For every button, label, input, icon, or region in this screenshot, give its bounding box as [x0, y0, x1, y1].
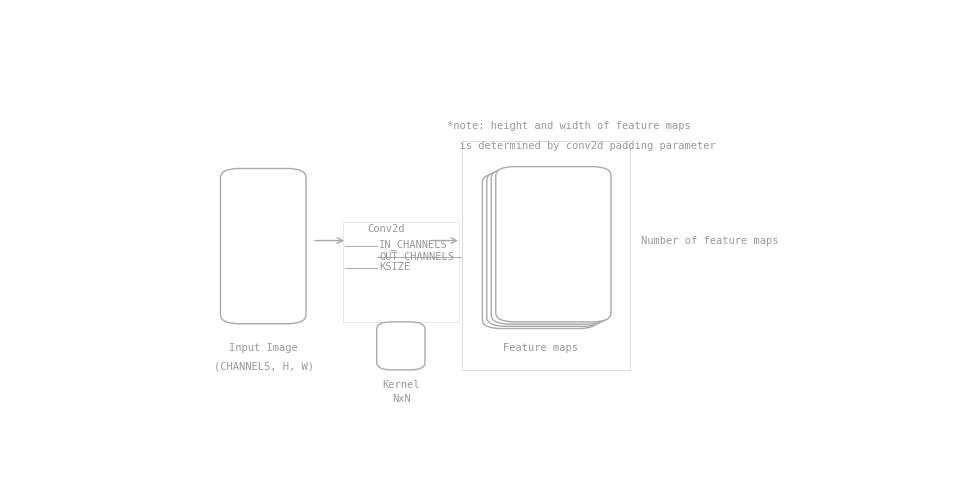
Text: Number of feature maps: Number of feature maps: [641, 236, 779, 246]
Text: Feature maps: Feature maps: [503, 343, 578, 353]
Text: KSIZE: KSIZE: [379, 262, 410, 272]
FancyBboxPatch shape: [221, 168, 306, 324]
Text: Input Image: Input Image: [229, 343, 298, 353]
Text: Kernel: Kernel: [382, 380, 420, 390]
Bar: [463, 141, 630, 370]
Text: is determined by conv2d padding parameter: is determined by conv2d padding paramete…: [447, 141, 716, 151]
Text: Conv2d: Conv2d: [368, 225, 405, 234]
Bar: [344, 222, 459, 322]
Text: IN_CHANNELS: IN_CHANNELS: [379, 240, 447, 251]
FancyBboxPatch shape: [492, 169, 607, 324]
Text: OUT_CHANNELS: OUT_CHANNELS: [379, 251, 454, 262]
Text: (CHANNELS, H, W): (CHANNELS, H, W): [213, 361, 314, 371]
FancyBboxPatch shape: [482, 173, 598, 328]
FancyBboxPatch shape: [495, 167, 611, 322]
FancyBboxPatch shape: [376, 322, 425, 370]
Text: NxN: NxN: [392, 395, 411, 405]
FancyBboxPatch shape: [487, 171, 602, 326]
Text: *note: height and width of feature maps: *note: height and width of feature maps: [447, 121, 691, 131]
